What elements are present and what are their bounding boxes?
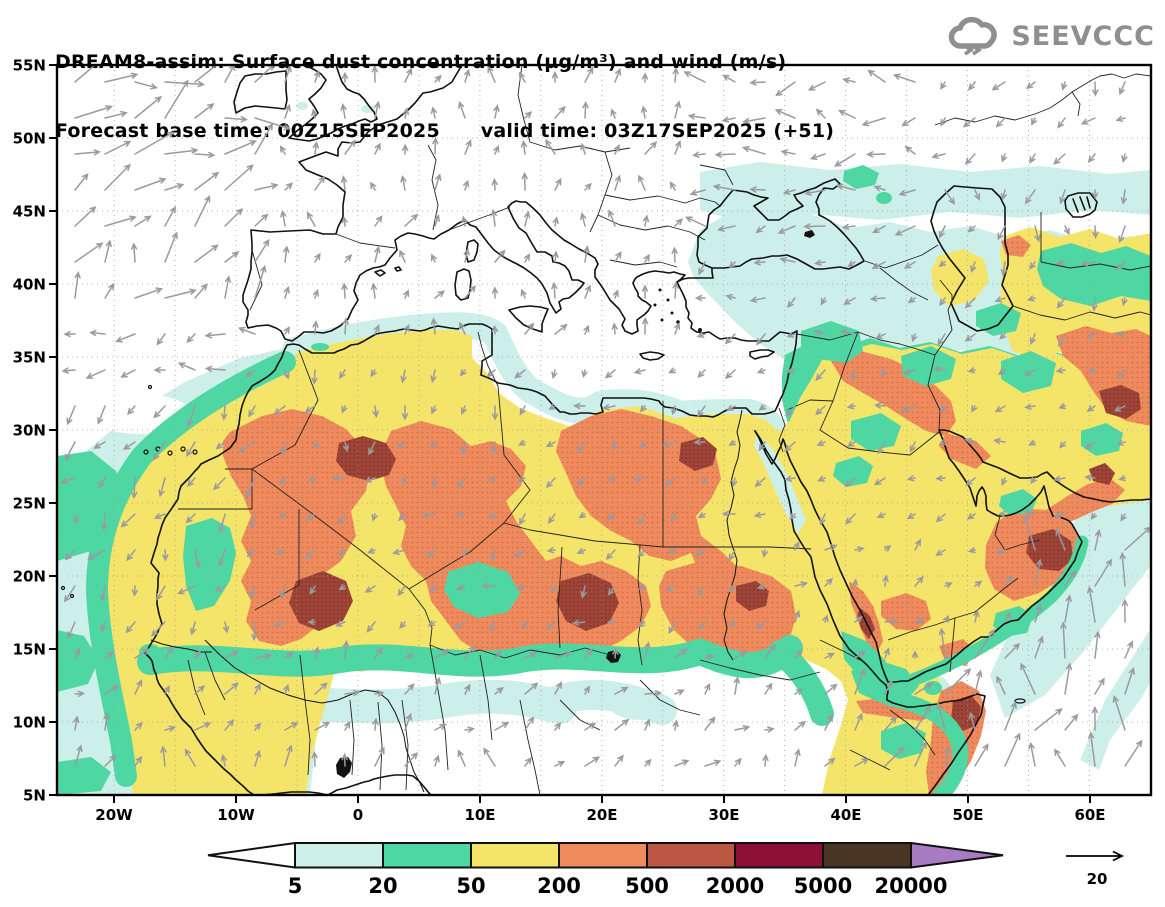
dust-field-layers — [57, 65, 1151, 795]
colorbar-segment — [470, 842, 560, 869]
colorbar-segment — [822, 842, 912, 869]
lon-label: 10E — [464, 806, 495, 824]
colorbar-segment — [734, 842, 824, 869]
lat-label: 20N — [13, 568, 46, 586]
colorbar-segment — [646, 842, 736, 869]
wind-ref-arrow — [1066, 850, 1125, 862]
wind-ref-label: 20 — [1087, 870, 1108, 888]
wind-vectors — [59, 65, 1151, 767]
lat-label: 15N — [13, 641, 46, 659]
latitude-axis: 55N 50N 45N 40N 35N 30N 25N 20N 15N 10N 5N — [13, 57, 46, 805]
longitude-axis: 20W 10W 0 10E 20E 30E 40E 50E 60E — [95, 806, 1105, 824]
colorbar-value: 5000 — [794, 874, 852, 898]
title-line-1: DREAM8-assim: Surface dust concentration… — [55, 51, 787, 73]
colorbar-value: 5 — [288, 874, 303, 898]
lon-label: 60E — [1074, 806, 1105, 824]
wind-reference: 20 — [1066, 850, 1125, 888]
lat-label: 25N — [13, 495, 46, 513]
lat-label: 35N — [13, 349, 46, 367]
logo-text: SEEVCCC — [1011, 20, 1155, 52]
lon-label: 40E — [830, 806, 861, 824]
colorbar-value: 50 — [456, 874, 485, 898]
lat-label: 30N — [13, 422, 46, 440]
colorbar-value: 500 — [625, 874, 669, 898]
lon-label: 0 — [353, 806, 363, 824]
chart-titles: DREAM8-assim: Surface dust concentration… — [55, 5, 834, 166]
lat-label: 55N — [13, 57, 46, 75]
colorbar-segment — [558, 842, 648, 869]
lon-label: 10W — [217, 806, 255, 824]
lat-label: 40N — [13, 276, 46, 294]
lon-label: 50E — [952, 806, 983, 824]
colorbar-value: 200 — [537, 874, 581, 898]
lat-label: 5N — [23, 787, 46, 805]
colorbar-value: 20 — [368, 874, 397, 898]
colorbar-segment — [294, 842, 384, 869]
lon-label: 20W — [95, 806, 133, 824]
colorbar-arrow-right — [910, 841, 1004, 869]
lon-label: 30E — [708, 806, 739, 824]
lat-label: 45N — [13, 203, 46, 221]
colorbar-arrow-left — [207, 841, 296, 869]
lon-label: 20E — [586, 806, 617, 824]
colorbar-legend: 5 20 50 200 500 2000 5000 20000 — [207, 841, 1004, 898]
seevccc-logo: SEEVCCC — [947, 16, 1155, 56]
colorbar-value: 2000 — [706, 874, 764, 898]
title-line-2: Forecast base time: 00Z15SEP2025 valid t… — [55, 120, 835, 142]
lat-label: 10N — [13, 714, 46, 732]
cloud-icon — [949, 16, 998, 56]
lat-label: 50N — [13, 130, 46, 148]
colorbar-value: 20000 — [874, 874, 947, 898]
colorbar-segment — [382, 842, 472, 869]
